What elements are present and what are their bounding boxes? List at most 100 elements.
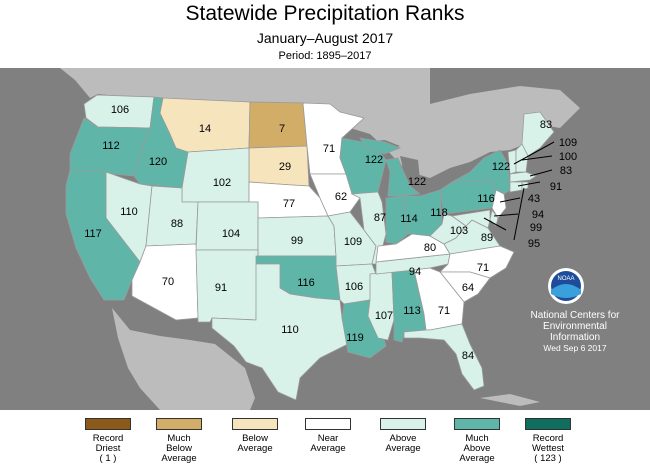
rank-label-ny: 122 [492, 161, 510, 173]
lake-huron [400, 156, 420, 184]
rank-label-nh: 100 [559, 151, 577, 163]
map-header: Statewide Precipitation Ranks January–Au… [0, 0, 650, 68]
rank-label-ca: 117 [84, 228, 102, 240]
rank-label-ut: 88 [171, 218, 183, 230]
canada-landmass [60, 68, 580, 178]
callout-nh [521, 155, 553, 161]
rank-label-il: 87 [374, 212, 386, 224]
legend-label-record-wettest-1: Record [532, 433, 564, 444]
legend-swatch-above [380, 418, 426, 430]
rank-label-md: 99 [530, 222, 542, 234]
rank-label-ne: 77 [283, 198, 295, 210]
state-regions [65, 94, 555, 401]
legend-label-much-below-1: Much [167, 433, 191, 444]
credit-date: Wed Sep 6 2017 [543, 343, 607, 353]
legend-item-above: Above Average [363, 418, 443, 454]
rank-label-mt: 14 [199, 123, 211, 135]
rank-label-nv: 110 [120, 206, 138, 218]
legend-item-much-above: Much Above Average [437, 418, 517, 464]
rank-label-ok: 116 [297, 277, 315, 289]
ncei-credit: National Centers for Environmental Infor… [505, 310, 645, 354]
northeast-callout-lines [483, 141, 555, 241]
rank-label-in: 114 [400, 213, 418, 225]
state-md [450, 209, 491, 229]
legend-swatch-below [232, 418, 278, 430]
legend-label-record-driest-1: Record [92, 433, 124, 444]
noaa-logo-wave [551, 284, 581, 298]
rank-label-ga: 71 [438, 305, 450, 317]
map-subtitle: January–August 2017 [256, 30, 394, 46]
rank-label-sc: 64 [462, 282, 474, 294]
legend-label-above-1: Above [389, 433, 417, 444]
credit-line-1: National Centers for [530, 310, 620, 321]
rank-label-wv: 103 [450, 225, 468, 237]
state-co [195, 201, 259, 251]
rank-label-ri: 95 [528, 238, 540, 250]
rank-label-pa: 116 [477, 193, 495, 205]
state-mi [359, 137, 422, 197]
callout-ma [529, 169, 553, 177]
callout-ct [517, 181, 541, 187]
rank-label-mi: 122 [408, 176, 426, 188]
legend-swatch-much-above [454, 418, 500, 430]
credit-line-2: Environmental [543, 321, 607, 332]
rank-label-az: 70 [162, 276, 174, 288]
state-tx [211, 263, 349, 401]
callout-de [493, 213, 519, 217]
legend-label-record-driest-3: ( 1 ) [99, 453, 117, 464]
legend-label-below-1: Below [242, 433, 268, 444]
rank-label-wi: 122 [365, 154, 383, 166]
map-title: Statewide Precipitation Ranks [185, 2, 465, 25]
rank-label-va: 89 [481, 232, 493, 244]
noaa-logo: NOAA [548, 268, 584, 304]
legend-label-much-above-1: Much [465, 433, 489, 444]
rank-label-oh: 118 [430, 207, 448, 219]
cuba-landmass [480, 394, 540, 406]
legend-swatch-record-driest [85, 418, 131, 430]
rank-label-vt: 109 [559, 137, 577, 149]
legend-item-below: Below Average [215, 418, 295, 454]
rank-label-mn: 71 [323, 143, 335, 155]
rank-label-nd: 7 [279, 123, 285, 135]
rank-label-co: 104 [222, 228, 240, 240]
state-il [350, 191, 387, 265]
rank-label-de: 94 [532, 209, 544, 221]
mexico-landmass [112, 308, 255, 410]
rank-label-ks: 99 [291, 235, 303, 247]
rank-label-nj: 43 [528, 193, 540, 205]
noaa-logo-text: NOAA [557, 276, 574, 282]
rank-label-ky: 80 [424, 242, 436, 254]
callout-ri [513, 187, 525, 241]
state-ma [509, 171, 537, 183]
legend-item-near: Near Average [288, 418, 368, 454]
map-period: Period: 1895–2017 [278, 50, 372, 62]
rank-label-or: 112 [102, 140, 120, 152]
legend-label-much-below-2: Below [166, 443, 192, 454]
state-nh [515, 143, 529, 173]
rank-label-tx: 110 [281, 324, 299, 336]
legend-label-above-2: Average [385, 443, 421, 454]
legend-label-much-below-3: Average [161, 453, 197, 464]
callout-vt [513, 141, 555, 165]
legend-label-below-2: Average [237, 443, 273, 454]
legend-label-record-wettest-2: Wettest [531, 443, 565, 454]
rank-label-ar: 106 [345, 281, 363, 293]
rank-label-ia: 62 [335, 191, 347, 203]
lake-ontario [448, 172, 470, 182]
rank-label-fl: 84 [462, 350, 474, 362]
legend-label-near-2: Average [310, 443, 346, 454]
rank-label-ma: 83 [560, 165, 572, 177]
credit-line-3: Information [549, 332, 601, 343]
map-legend: Record Driest ( 1 ) Much Below Average B… [0, 418, 650, 475]
legend-label-near-1: Near [317, 433, 339, 444]
legend-label-much-above-3: Average [459, 453, 495, 464]
rank-label-sd: 29 [279, 161, 291, 173]
legend-label-record-driest-2: Driest [95, 443, 121, 454]
rank-label-me: 83 [540, 119, 552, 131]
state-ny [451, 149, 511, 195]
state-ct [509, 181, 523, 193]
state-rank-labels: 106 112 120 14 7 71 29 102 110 117 88 10… [84, 104, 577, 362]
legend-label-much-above-2: Above [463, 443, 491, 454]
callout-nj [499, 197, 521, 203]
legend-swatch-near [305, 418, 351, 430]
